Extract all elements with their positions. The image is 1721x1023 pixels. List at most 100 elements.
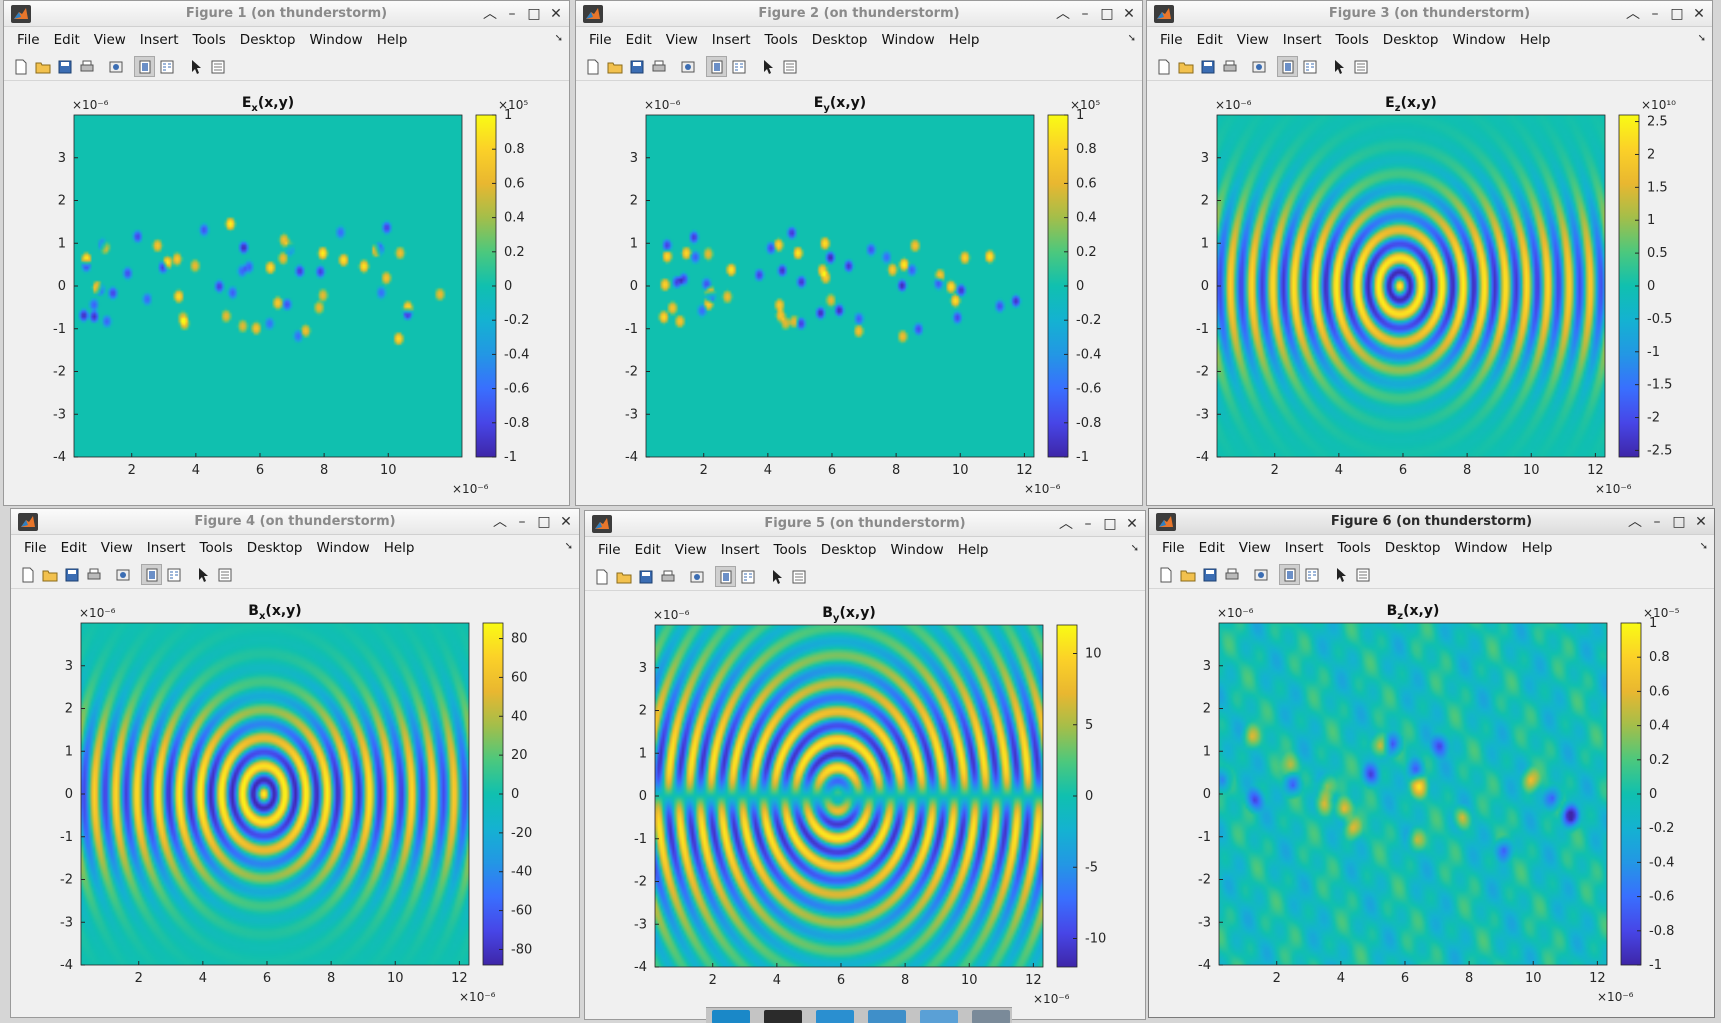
browser-icon[interactable] [868,1010,906,1023]
menu-tools[interactable]: Tools [764,32,798,48]
chevron-up-icon[interactable]: ︿ [1628,514,1642,530]
legend-icon[interactable] [779,56,800,77]
save-icon[interactable] [1197,56,1218,77]
menu-insert[interactable]: Insert [139,32,179,48]
link-icon[interactable] [677,56,698,77]
new-figure-icon[interactable] [1153,56,1174,77]
open-file-icon[interactable] [604,56,625,77]
property-editor-icon[interactable] [1301,564,1322,585]
dock-toggle-icon[interactable] [134,56,155,77]
pointer-icon[interactable] [757,56,778,77]
close-icon[interactable]: ✕ [1695,514,1707,530]
menu-desktop[interactable]: Desktop [1384,540,1441,556]
menu-insert[interactable]: Insert [720,542,760,558]
menu-view[interactable]: View [93,32,126,48]
print-icon[interactable] [648,56,669,77]
maximize-icon[interactable]: □ [527,6,541,22]
new-figure-icon[interactable] [17,564,38,585]
save-icon[interactable] [635,566,656,587]
minimize-icon[interactable]: – [508,6,516,22]
menu-help[interactable]: Help [957,542,989,558]
menu-window[interactable]: Window [309,32,363,48]
window-titlebar[interactable]: Figure 5 (on thunderstorm) ︿ – □ ✕ [585,511,1145,537]
minimize-icon[interactable]: – [1651,6,1659,22]
pointer-icon[interactable] [185,56,206,77]
maximize-icon[interactable]: □ [537,514,551,530]
print-icon[interactable] [76,56,97,77]
pointer-icon[interactable] [192,564,213,585]
window-titlebar[interactable]: Figure 6 (on thunderstorm) ︿ – □ ✕ [1149,509,1714,535]
maximize-icon[interactable]: □ [1672,514,1686,530]
menu-file[interactable]: File [1162,540,1185,556]
menu-desktop[interactable]: Desktop [239,32,296,48]
close-icon[interactable]: ✕ [1123,6,1135,22]
link-icon[interactable] [686,566,707,587]
plot-area[interactable]: By(x,y)2 4 6 8 10 12-4-3-2-10123×10⁻⁶×10⁻⁶-10… [585,591,1146,1019]
new-figure-icon[interactable] [591,566,612,587]
menu-file[interactable]: File [24,540,47,556]
menu-help[interactable]: Help [383,540,415,556]
menu-view[interactable]: View [674,542,707,558]
dock-arrow-icon[interactable]: ➘ [1697,33,1706,44]
figure-window-6[interactable]: Figure 6 (on thunderstorm) ︿ – □ ✕ File E… [1148,508,1715,1018]
file-manager-icon[interactable] [816,1010,854,1023]
heatmap-image[interactable] [81,623,469,965]
menu-file[interactable]: File [589,32,612,48]
chevron-up-icon[interactable]: ︿ [1626,6,1640,22]
menu-help[interactable]: Help [1521,540,1553,556]
chevron-up-icon[interactable]: ︿ [1056,6,1070,22]
window-titlebar[interactable]: Figure 1 (on thunderstorm) ︿ – □ ✕ [4,1,569,27]
menu-desktop[interactable]: Desktop [1382,32,1439,48]
menu-tools[interactable]: Tools [199,540,233,556]
taskbar-app-icon[interactable] [712,1010,750,1023]
save-icon[interactable] [54,56,75,77]
menu-view[interactable]: View [1238,540,1271,556]
pointer-icon[interactable] [1330,564,1351,585]
figure-window-1[interactable]: Figure 1 (on thunderstorm) ︿ – □ ✕ File E… [3,0,570,506]
heatmap-image[interactable] [74,115,462,457]
plot-area[interactable]: Ey(x,y)2 4 6 8 10 12-4-3-2-10123×10⁻⁶×10⁻⁶-1-… [576,81,1143,505]
property-editor-icon[interactable] [163,564,184,585]
pointer-icon[interactable] [1328,56,1349,77]
menu-file[interactable]: File [17,32,40,48]
pointer-icon[interactable] [766,566,787,587]
maximize-icon[interactable]: □ [1103,516,1117,532]
search-icon[interactable] [920,1010,958,1023]
legend-icon[interactable] [1350,56,1371,77]
heatmap-image[interactable] [655,625,1043,967]
menu-window[interactable]: Window [1452,32,1506,48]
folder-icon[interactable] [972,1010,1010,1023]
close-icon[interactable]: ✕ [1693,6,1705,22]
save-icon[interactable] [626,56,647,77]
close-icon[interactable]: ✕ [560,514,572,530]
open-file-icon[interactable] [1177,564,1198,585]
menu-edit[interactable]: Edit [53,32,80,48]
link-icon[interactable] [1248,56,1269,77]
menu-insert[interactable]: Insert [1284,540,1324,556]
dock-toggle-icon[interactable] [141,564,162,585]
menu-view[interactable]: View [100,540,133,556]
dock-toggle-icon[interactable] [1277,56,1298,77]
menu-desktop[interactable]: Desktop [811,32,868,48]
menu-file[interactable]: File [598,542,621,558]
new-figure-icon[interactable] [1155,564,1176,585]
menu-view[interactable]: View [1236,32,1269,48]
open-file-icon[interactable] [613,566,634,587]
figure-window-5[interactable]: Figure 5 (on thunderstorm) ︿ – □ ✕ File E… [584,510,1146,1020]
chevron-up-icon[interactable]: ︿ [483,6,497,22]
plot-area[interactable]: Ex(x,y)2 4 6 8 10-4-3-2-10123×10⁻⁶×10⁻⁶-1-0.… [4,81,570,505]
open-file-icon[interactable] [32,56,53,77]
dock-arrow-icon[interactable]: ➘ [1130,543,1139,554]
close-icon[interactable]: ✕ [1126,516,1138,532]
menu-edit[interactable]: Edit [60,540,87,556]
maximize-icon[interactable]: □ [1670,6,1684,22]
property-editor-icon[interactable] [1299,56,1320,77]
menu-desktop[interactable]: Desktop [246,540,303,556]
dock-arrow-icon[interactable]: ➘ [554,33,563,44]
terminal-icon[interactable] [764,1010,802,1023]
open-file-icon[interactable] [1175,56,1196,77]
menu-file[interactable]: File [1160,32,1183,48]
save-icon[interactable] [61,564,82,585]
print-icon[interactable] [1219,56,1240,77]
menu-insert[interactable]: Insert [1282,32,1322,48]
